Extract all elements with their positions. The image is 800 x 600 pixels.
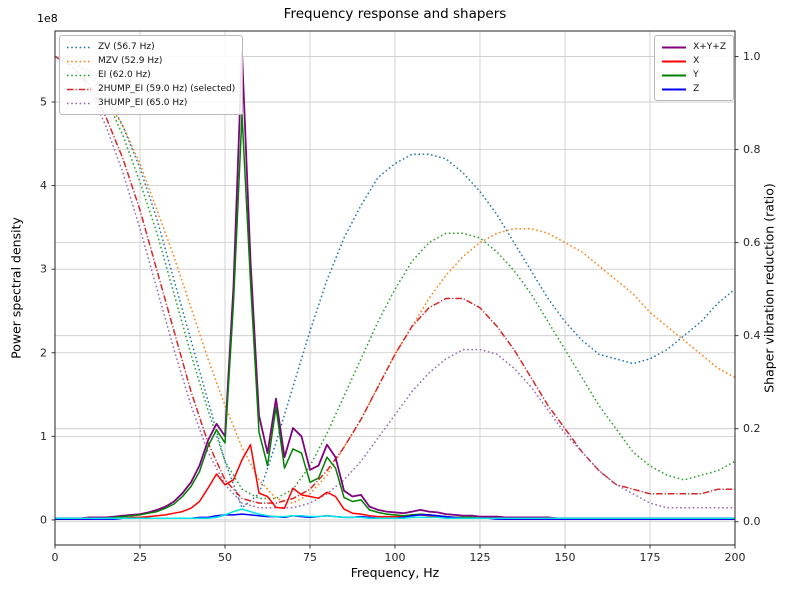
- y-right-tick-label: 0.0: [743, 515, 761, 528]
- x-tick-label: 25: [133, 551, 147, 564]
- series-line-mzv: [55, 55, 735, 504]
- legend-label: 3HUMP_EI (65.0 Hz): [98, 98, 188, 108]
- legend-line-sample: [662, 46, 687, 48]
- y-right-tick-label: 1.0: [743, 50, 761, 63]
- legend-line-sample: [67, 74, 91, 76]
- y-left-tick-label: 0: [40, 513, 47, 526]
- legend-line-sample: [662, 60, 687, 62]
- x-tick-label: 0: [52, 551, 59, 564]
- legend-item: 2HUMP_EI (59.0 Hz) (selected): [66, 82, 235, 96]
- series-line-3hump_ei: [55, 55, 735, 509]
- legend-label: Z: [693, 84, 700, 94]
- legend-label: MZV (52.9 Hz): [98, 56, 163, 66]
- legend-line-sample: [662, 88, 687, 90]
- legend-item: 3HUMP_EI (65.0 Hz): [66, 96, 235, 110]
- x-tick-label: 75: [303, 551, 317, 564]
- chart-title: Frequency response and shapers: [283, 6, 507, 22]
- x-tick-label: 200: [725, 551, 746, 564]
- series-line-unlabeled: [55, 508, 735, 520]
- right-axis-label: Shaper vibration reduction (ratio): [761, 183, 777, 393]
- legend-item: Z: [661, 82, 726, 96]
- y-right-tick-label: 0.4: [743, 329, 761, 342]
- y-left-tick-label: 3: [40, 263, 47, 276]
- left-axis-offset-text: 1e8: [37, 12, 58, 25]
- legend-item: X+Y+Z: [661, 40, 726, 54]
- legend-label: ZV (56.7 Hz): [98, 42, 155, 52]
- legend-line-sample: [67, 46, 91, 48]
- y-right-tick-label: 0.2: [743, 422, 761, 435]
- left-axis-label: Power spectral density: [8, 217, 24, 359]
- x-axis-label: Frequency, Hz: [350, 565, 440, 580]
- legend-item: Y: [661, 68, 726, 82]
- y-left-tick-label: 5: [40, 96, 47, 109]
- legend-item: MZV (52.9 Hz): [66, 54, 235, 68]
- legend-line-sample: [662, 74, 687, 76]
- y-left-tick-label: 4: [40, 179, 47, 192]
- legend-line-sample: [67, 102, 91, 104]
- legend-line-sample: [67, 88, 91, 90]
- legend-label: EI (62.0 Hz): [98, 70, 151, 80]
- x-tick-label: 175: [640, 551, 661, 564]
- legend-item: EI (62.0 Hz): [66, 68, 235, 82]
- y-left-tick-label: 2: [40, 346, 47, 359]
- x-tick-label: 125: [470, 551, 491, 564]
- legend-psd: X+Y+Z X Y Z: [654, 35, 734, 101]
- legend-label: 2HUMP_EI (59.0 Hz) (selected): [98, 84, 236, 94]
- x-tick-label: 50: [218, 551, 232, 564]
- legend-item: ZV (56.7 Hz): [66, 40, 235, 54]
- y-right-tick-label: 0.8: [743, 143, 761, 156]
- legend-shapers: ZV (56.7 Hz) MZV (52.9 Hz) EI (62.0 Hz) 2HU…: [59, 35, 244, 115]
- legend-label: Y: [693, 70, 699, 80]
- x-tick-label: 150: [555, 551, 576, 564]
- y-right-tick-label: 0.6: [743, 236, 761, 249]
- legend-label: X+Y+Z: [693, 42, 726, 52]
- x-tick-label: 100: [385, 551, 406, 564]
- grid-lines: [54, 31, 736, 545]
- series-line-2hump_ei: [55, 55, 735, 504]
- legend-label: X: [693, 56, 700, 66]
- legend-line-sample: [67, 60, 91, 62]
- y-left-tick-label: 1: [40, 430, 47, 443]
- legend-item: X: [661, 54, 726, 68]
